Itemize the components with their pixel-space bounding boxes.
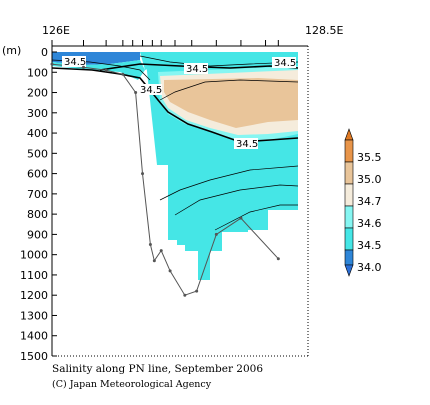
contour-label-slope: 34.5 [140, 85, 162, 96]
contour-thin-5 [214, 204, 298, 231]
colorbar-above-arrow [344, 128, 354, 141]
bottom-depth-point [195, 289, 199, 293]
bottom-depth-point [81, 65, 85, 69]
bottom-depth-point [152, 259, 156, 263]
plot-area [52, 52, 299, 280]
y-tick-label: 900 [27, 228, 48, 241]
colorbar-swatch-34-5 [344, 227, 354, 251]
bottom-depth-point [148, 243, 152, 247]
x-right-label: 128.5E [305, 24, 343, 37]
contour-thin-6 [159, 79, 299, 101]
colorbar-label-35-0: 35.0 [357, 173, 382, 186]
contour-label-east: 34.5 [274, 58, 296, 69]
y-tick-label: 400 [27, 127, 48, 140]
fill-surface-cyan [140, 52, 298, 70]
colorbar-label-34-0: 34.0 [357, 261, 382, 274]
colorbar-label-34-5: 34.5 [357, 239, 382, 252]
y-tick-label: 1300 [20, 309, 48, 322]
fill-orange-core [164, 78, 298, 128]
y-tick-label: 1200 [20, 289, 48, 302]
y-tick-label: 1400 [20, 330, 48, 343]
contour-label-deep: 34.5 [236, 139, 258, 150]
y-tick-label: 700 [27, 188, 48, 201]
colorbar-label-35-5: 35.5 [357, 151, 382, 164]
bottom-depth-point [159, 249, 163, 253]
y-tick-label: 0 [41, 46, 48, 59]
colorbar-label-34-7: 34.7 [357, 195, 382, 208]
colorbar-label-34-6: 34.6 [357, 217, 382, 230]
bottom-depth-point [141, 172, 145, 176]
bottom-depth-point [134, 91, 138, 95]
station-ticks [51, 40, 279, 46]
y-unit-label: (m) [2, 44, 21, 57]
contour-label-shelf: 34.5 [64, 57, 86, 68]
y-axis-ticks: 0 100 200 300 400 500 600 700 800 900 1000 1100 1200… [20, 46, 57, 363]
bottom-depth-point [121, 72, 125, 76]
bottom-depth-point [50, 62, 54, 66]
bottom-depth-point [168, 269, 172, 273]
fill-lower-patch [198, 251, 210, 280]
y-tick-label: 1100 [20, 269, 48, 282]
colorbar-swatch-35-0 [344, 161, 354, 185]
colorbar-swatch-34-0 [344, 249, 354, 266]
y-tick-label: 1000 [20, 249, 48, 262]
bottom-depth-point [104, 68, 108, 72]
y-tick-label: 600 [27, 168, 48, 181]
chart-title: Salinity along PN line, September 2006 [52, 363, 263, 375]
y-tick-label: 200 [27, 87, 48, 100]
y-tick-label: 100 [27, 66, 48, 79]
y-tick-label: 300 [27, 107, 48, 120]
contour-thin-2 [139, 55, 299, 67]
y-tick-label: 800 [27, 208, 48, 221]
x-left-label: 126E [42, 24, 70, 37]
colorbar: 35.5 35.0 34.7 34.6 34.5 34.0 [344, 128, 382, 277]
colorbar-swatch-34-7 [344, 183, 354, 207]
contour-thin-4 [174, 184, 299, 216]
contour-labels: 34.5 34.5 34.5 34.5 34.5 [62, 56, 296, 150]
y-tick-label: 1500 [20, 350, 48, 363]
colorbar-swatch-34-6 [344, 205, 354, 229]
bottom-depth-point [276, 257, 280, 261]
chart-credit: (C) Japan Meteorological Agency [52, 379, 212, 390]
colorbar-below-arrow [344, 264, 354, 277]
contour-thin-3 [159, 165, 299, 201]
contour-label-mid: 34.5 [186, 64, 208, 75]
bottom-depth-point [214, 232, 218, 236]
y-tick-label: 500 [27, 147, 48, 160]
bottom-depth-point [239, 216, 243, 220]
bottom-depth-point [183, 293, 187, 297]
colorbar-swatch-35-5 [344, 139, 354, 163]
